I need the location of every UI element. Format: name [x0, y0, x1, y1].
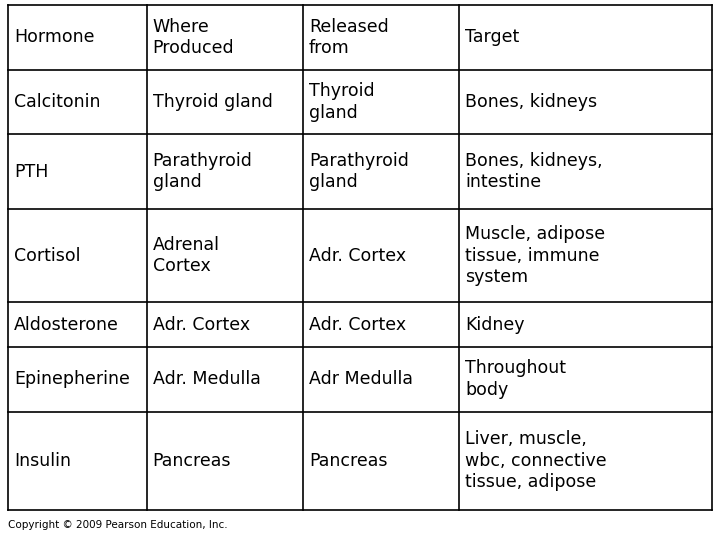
Text: Muscle, adipose
tissue, immune
system: Muscle, adipose tissue, immune system — [465, 225, 606, 286]
Text: Cortisol: Cortisol — [14, 247, 81, 265]
Text: Hormone: Hormone — [14, 28, 94, 46]
Text: Calcitonin: Calcitonin — [14, 93, 101, 111]
Text: PTH: PTH — [14, 163, 48, 181]
Text: Bones, kidneys,
intestine: Bones, kidneys, intestine — [465, 152, 603, 191]
Text: Adr. Cortex: Adr. Cortex — [309, 247, 406, 265]
Text: Throughout
body: Throughout body — [465, 360, 566, 399]
Text: Target: Target — [465, 28, 520, 46]
Text: Epinepherine: Epinepherine — [14, 370, 130, 388]
Text: Where
Produced: Where Produced — [153, 18, 234, 57]
Text: Adr. Cortex: Adr. Cortex — [309, 316, 406, 334]
Text: Released
from: Released from — [309, 18, 389, 57]
Text: Liver, muscle,
wbc, connective
tissue, adipose: Liver, muscle, wbc, connective tissue, a… — [465, 430, 607, 491]
Text: Thyroid
gland: Thyroid gland — [309, 82, 374, 122]
Text: Copyright © 2009 Pearson Education, Inc.: Copyright © 2009 Pearson Education, Inc. — [8, 520, 228, 530]
Text: Insulin: Insulin — [14, 452, 71, 470]
Text: Adr. Medulla: Adr. Medulla — [153, 370, 261, 388]
Text: Thyroid gland: Thyroid gland — [153, 93, 273, 111]
Text: Parathyroid
gland: Parathyroid gland — [153, 152, 253, 191]
Text: Pancreas: Pancreas — [153, 452, 231, 470]
Text: Aldosterone: Aldosterone — [14, 316, 119, 334]
Text: Parathyroid
gland: Parathyroid gland — [309, 152, 409, 191]
Text: Adrenal
Cortex: Adrenal Cortex — [153, 236, 220, 275]
Text: Kidney: Kidney — [465, 316, 525, 334]
Text: Adr. Cortex: Adr. Cortex — [153, 316, 250, 334]
Text: Bones, kidneys: Bones, kidneys — [465, 93, 598, 111]
Text: Adr Medulla: Adr Medulla — [309, 370, 413, 388]
Text: Pancreas: Pancreas — [309, 452, 387, 470]
